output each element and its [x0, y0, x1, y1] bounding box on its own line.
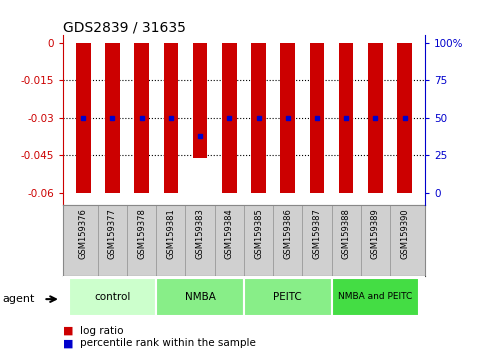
- Bar: [164, 43, 178, 193]
- Bar: [105, 43, 120, 193]
- Text: GSM159388: GSM159388: [341, 208, 351, 259]
- Bar: [134, 43, 149, 193]
- Text: GSM159384: GSM159384: [225, 208, 234, 259]
- Bar: [222, 43, 237, 193]
- Text: GSM159390: GSM159390: [400, 208, 409, 259]
- Text: GSM159387: GSM159387: [313, 208, 322, 259]
- Text: GSM159385: GSM159385: [254, 208, 263, 259]
- Text: GSM159381: GSM159381: [166, 208, 175, 259]
- Text: PEITC: PEITC: [273, 291, 302, 302]
- Bar: [251, 43, 266, 193]
- Text: GSM159378: GSM159378: [137, 208, 146, 259]
- Text: GSM159386: GSM159386: [283, 208, 292, 259]
- Text: percentile rank within the sample: percentile rank within the sample: [80, 338, 256, 348]
- FancyBboxPatch shape: [156, 278, 244, 316]
- Text: NMBA and PEITC: NMBA and PEITC: [338, 292, 412, 301]
- Text: NMBA: NMBA: [185, 291, 215, 302]
- Bar: [398, 43, 412, 193]
- Bar: [193, 43, 207, 158]
- Bar: [310, 43, 324, 193]
- FancyBboxPatch shape: [69, 278, 156, 316]
- Text: log ratio: log ratio: [80, 326, 123, 336]
- Text: ■: ■: [63, 338, 73, 348]
- Bar: [339, 43, 354, 193]
- Text: agent: agent: [2, 294, 35, 304]
- Bar: [281, 43, 295, 193]
- Text: GSM159376: GSM159376: [79, 208, 88, 259]
- Bar: [76, 43, 90, 193]
- Text: GSM159377: GSM159377: [108, 208, 117, 259]
- Text: control: control: [94, 291, 130, 302]
- FancyBboxPatch shape: [244, 278, 331, 316]
- Text: ■: ■: [63, 326, 73, 336]
- Bar: [368, 43, 383, 193]
- Text: GSM159383: GSM159383: [196, 208, 205, 259]
- FancyBboxPatch shape: [331, 278, 419, 316]
- Text: GSM159389: GSM159389: [371, 208, 380, 259]
- Text: GDS2839 / 31635: GDS2839 / 31635: [63, 20, 185, 34]
